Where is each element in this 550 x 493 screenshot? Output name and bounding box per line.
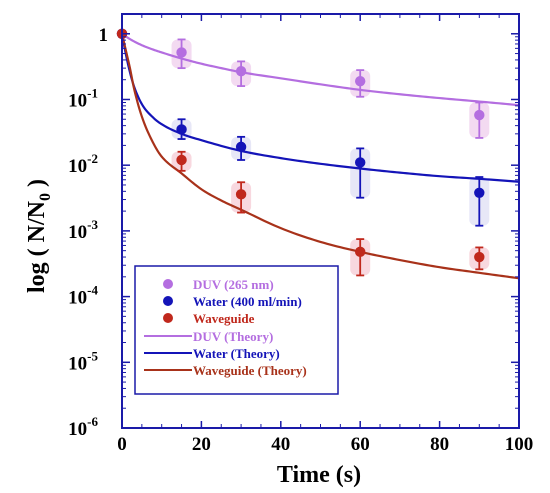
water-400-ml-min-point [474, 187, 485, 198]
legend-marker [163, 296, 173, 306]
legend-item-water-400-ml-min: Water (400 ml/min) [163, 294, 302, 309]
legend-item-duv-265-nm: DUV (265 nm) [163, 277, 274, 292]
y-tick-base: 10 [68, 353, 87, 374]
y-tick-label: 10-1 [68, 85, 98, 111]
waveguide-point [176, 154, 187, 166]
y-tick-exponent: -4 [87, 283, 98, 298]
y-tick-label: 10-5 [68, 348, 98, 374]
y-tick-exponent: -2 [87, 151, 98, 166]
y-axis-ticks: 110-110-210-310-410-510-6 [68, 25, 519, 440]
legend-marker [163, 313, 173, 323]
y-tick-exponent: -1 [87, 85, 98, 100]
duv-265-nm-point [235, 65, 247, 77]
legend-label: Water (400 ml/min) [193, 294, 302, 309]
legend-item-water-theory: Water (Theory) [144, 346, 280, 361]
y-axis-label-main: log ( N/N [24, 200, 50, 293]
x-tick-label: 0 [117, 434, 127, 455]
y-axis-label-subscript: 0 [37, 193, 54, 201]
x-tick-label: 60 [351, 434, 370, 455]
y-tick-base: 10 [68, 90, 87, 111]
duv-265-nm-point [355, 75, 366, 87]
water-400-ml-min-point [355, 157, 366, 168]
duv-265-nm-point [176, 47, 187, 58]
legend-label: DUV (Theory) [193, 329, 273, 344]
legend-label: Waveguide (Theory) [193, 363, 307, 378]
legend-item-waveguide-theory: Waveguide (Theory) [144, 363, 307, 378]
y-tick-label: 10-6 [68, 414, 98, 440]
y-axis-label: log ( N/N0 ) [24, 179, 54, 293]
data-points [116, 28, 485, 263]
x-tick-label: 20 [192, 434, 211, 455]
legend-marker [163, 279, 173, 289]
error-bars [177, 38, 484, 277]
x-tick-label: 80 [430, 434, 449, 455]
waveguide-point [474, 251, 485, 263]
water-400-ml-min-point [176, 124, 187, 135]
y-tick-label: 1 [99, 25, 109, 46]
x-axis-label: Time (s) [277, 462, 361, 488]
y-tick-label: 10-3 [68, 217, 98, 243]
y-tick-exponent: -6 [87, 414, 98, 429]
x-tick-label: 40 [271, 434, 290, 455]
legend-item-duv-theory: DUV (Theory) [144, 329, 273, 344]
y-tick-exponent: -5 [87, 348, 98, 363]
legend: DUV (265 nm) Water (400 ml/min) Waveguide D… [134, 265, 339, 395]
y-tick-base: 10 [68, 419, 87, 440]
error-bands [171, 39, 490, 276]
y-tick-base: 10 [68, 288, 87, 309]
legend-item-waveguide: Waveguide [163, 311, 255, 326]
duv-265-nm-point [474, 109, 485, 121]
waveguide-point [355, 246, 366, 258]
y-tick-base: 10 [68, 156, 87, 177]
x-tick-label: 100 [505, 434, 534, 455]
waveguide-theory-curve [120, 33, 520, 280]
y-tick-base: 10 [68, 222, 87, 243]
legend-label: DUV (265 nm) [193, 277, 274, 292]
waveguide-point [235, 189, 247, 200]
duv-theory-curve [121, 32, 520, 107]
theory-curves [120, 32, 520, 280]
y-tick-label: 10-4 [68, 283, 98, 309]
legend-label: Waveguide [193, 311, 255, 326]
y-tick-exponent: -3 [87, 217, 98, 232]
y-axis-label-suffix: ) [24, 179, 50, 193]
water-400-ml-min-point [235, 141, 247, 153]
y-tick-label: 10-2 [68, 151, 98, 177]
x-axis-ticks: 0 20 40 60 80 100 [117, 14, 533, 455]
legend-label: Water (Theory) [193, 346, 280, 361]
